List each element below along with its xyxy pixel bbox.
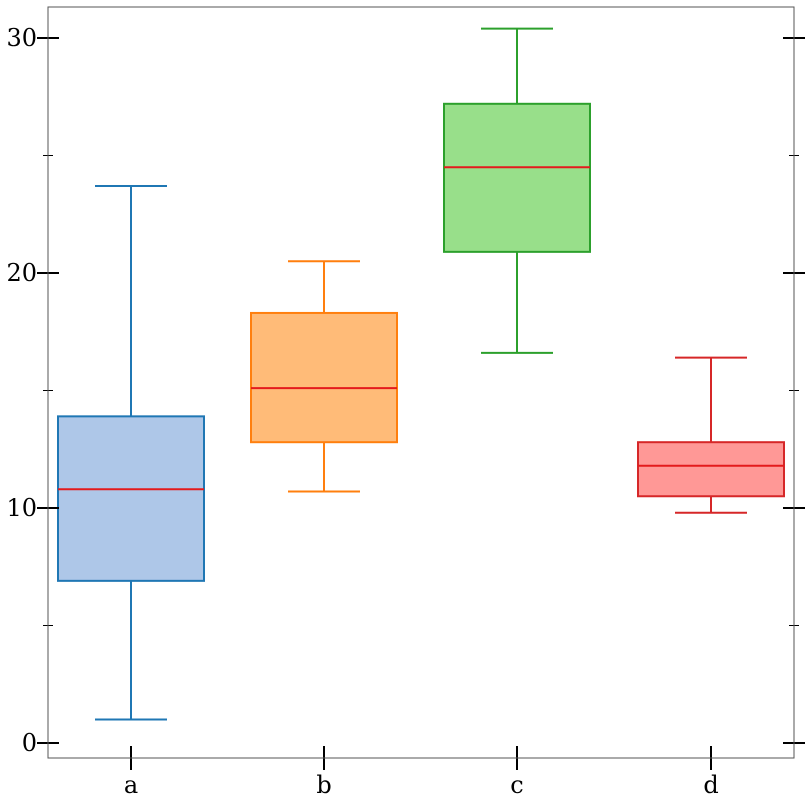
y-tick-label: 30 (6, 24, 37, 52)
x-tick-label: d (703, 771, 718, 799)
box-c (443, 27, 591, 354)
box-a (57, 185, 205, 721)
box-b (250, 260, 398, 493)
y-tick-label: 0 (22, 729, 37, 757)
iqr-box (250, 311, 398, 444)
x-tick-label: c (510, 771, 523, 799)
plot-frame (47, 6, 795, 759)
y-tick-label: 10 (6, 494, 37, 522)
boxes (57, 27, 785, 721)
iqr-box (443, 102, 591, 253)
x-tick-label: a (124, 771, 138, 799)
box-d (637, 356, 785, 514)
iqr-box (57, 415, 205, 582)
x-tick-label: b (316, 771, 331, 799)
iqr-box (637, 441, 785, 498)
ticks: 0 10 20 30 a b c d (6, 24, 805, 799)
y-tick-label: 20 (6, 259, 37, 287)
